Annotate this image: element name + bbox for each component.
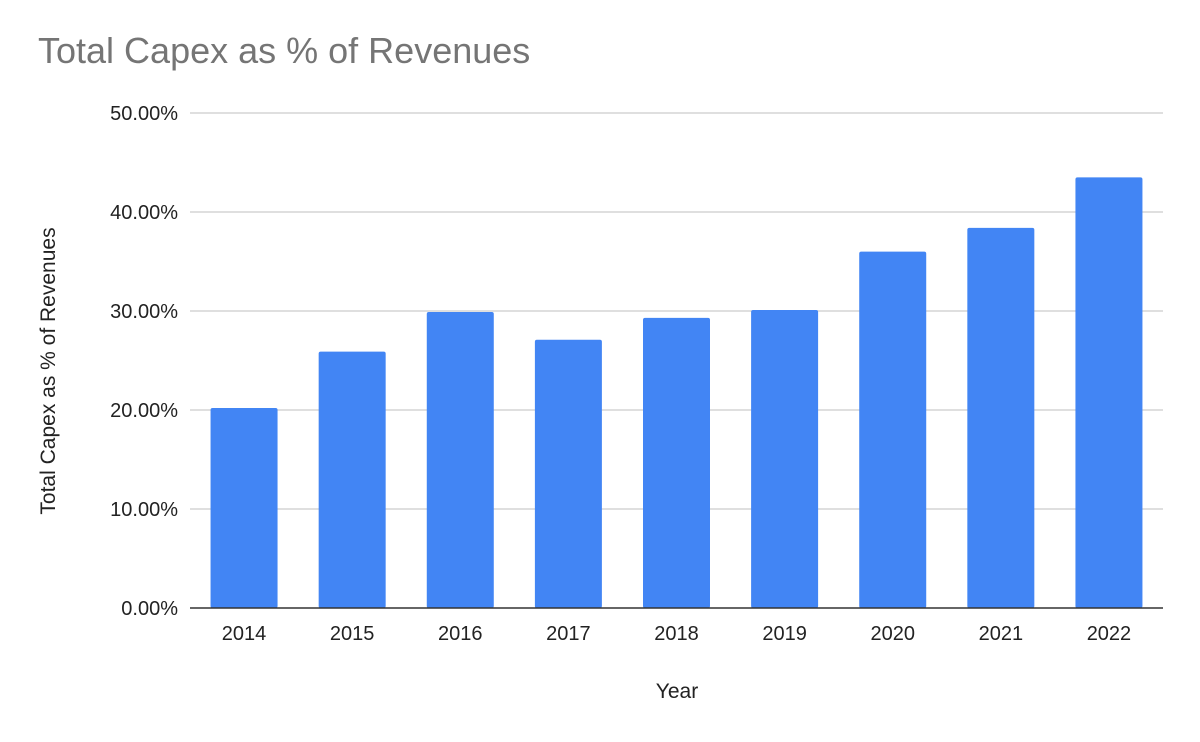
x-axis-title: Year [656, 680, 698, 703]
bar-2015[interactable] [318, 351, 386, 608]
x-tick-label: 2016 [438, 623, 483, 645]
bar-2017[interactable] [534, 339, 602, 608]
y-tick-label: 30.00% [110, 301, 178, 323]
bar-2021[interactable] [967, 227, 1035, 608]
x-tick-label: 2017 [546, 623, 591, 645]
x-tick-label: 2021 [979, 623, 1024, 645]
bar-2022[interactable] [1075, 177, 1143, 608]
x-tick-label: 2014 [222, 623, 267, 645]
y-tick-label: 40.00% [110, 202, 178, 224]
x-tick-label: 2022 [1087, 623, 1132, 645]
tick-labels: 0.00% 10.00% 20.00% 30.00% 40.00% 50.00% 2014 2… [110, 103, 1131, 645]
bar-2014[interactable] [210, 408, 278, 608]
bar-2016[interactable] [426, 311, 494, 608]
x-tick-label: 2019 [762, 623, 807, 645]
x-tick-label: 2015 [330, 623, 375, 645]
y-tick-label: 20.00% [110, 400, 178, 422]
y-tick-label: 10.00% [110, 499, 178, 521]
y-tick-label: 0.00% [121, 598, 178, 620]
y-tick-label: 50.00% [110, 103, 178, 125]
bar-2019[interactable] [751, 310, 819, 608]
bar-2020[interactable] [859, 251, 927, 608]
bars [210, 177, 1143, 608]
bar-2018[interactable] [643, 317, 710, 608]
x-tick-label: 2020 [870, 623, 915, 645]
chart-title: Total Capex as % of Revenues [38, 30, 531, 71]
x-tick-label: 2018 [654, 623, 699, 645]
y-axis-title: Total Capex as % of Revenues [37, 227, 60, 514]
